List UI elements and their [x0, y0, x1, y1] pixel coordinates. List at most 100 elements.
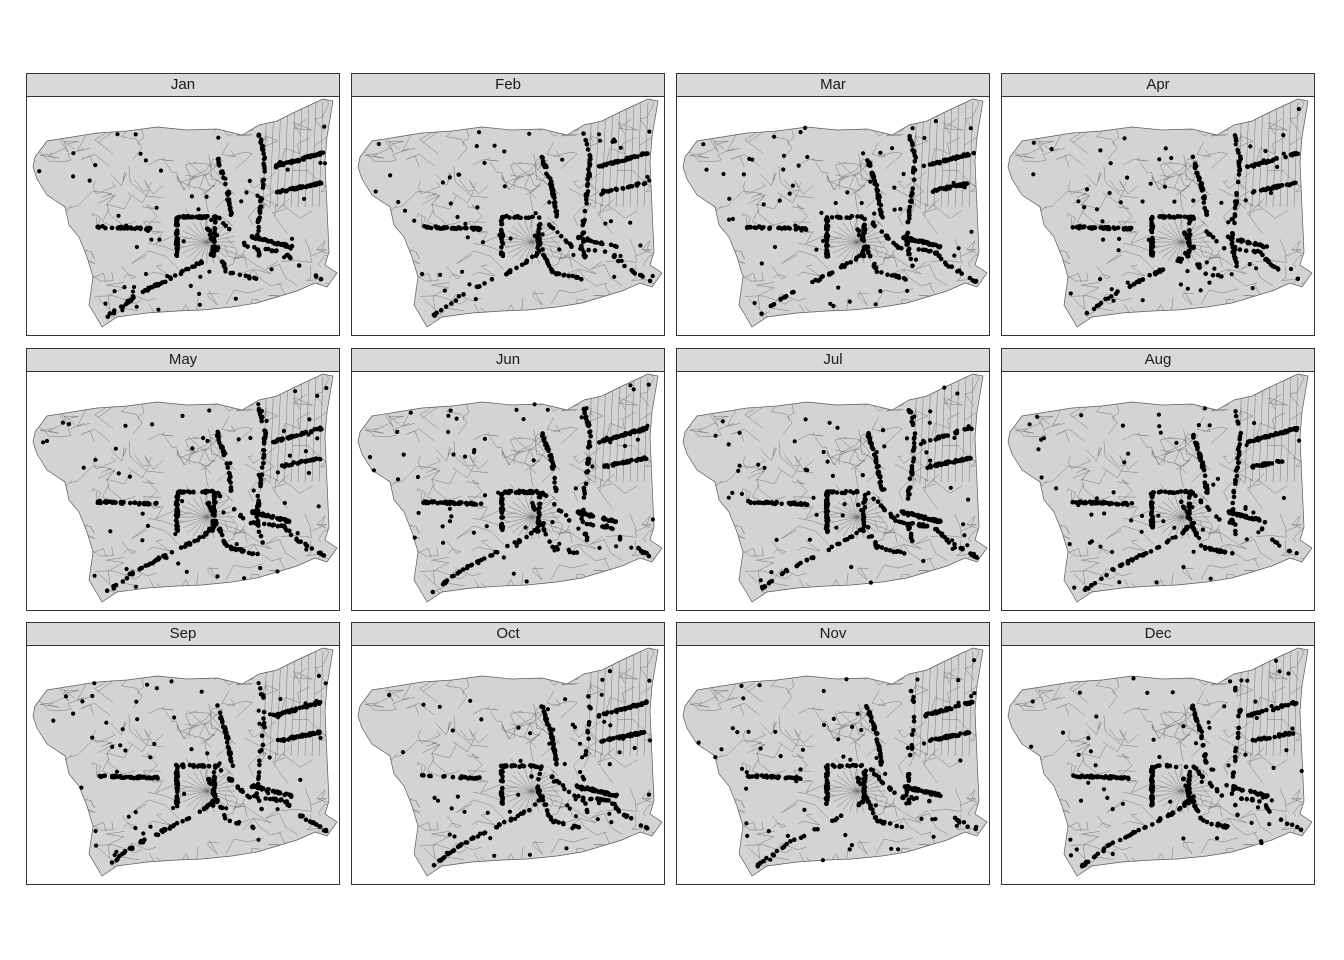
- event-point: [873, 302, 878, 307]
- event-point: [450, 728, 455, 733]
- event-point: [1091, 306, 1097, 312]
- event-point: [574, 783, 580, 788]
- event-point: [638, 823, 644, 828]
- event-point: [1212, 266, 1217, 271]
- event-point: [1098, 148, 1103, 153]
- event-point: [1243, 248, 1249, 253]
- event-point: [500, 241, 506, 246]
- event-point: [570, 273, 575, 279]
- event-point: [515, 813, 521, 819]
- event-point: [123, 748, 128, 753]
- event-point: [969, 229, 974, 234]
- event-point: [583, 414, 589, 419]
- event-point: [228, 461, 233, 466]
- event-point: [887, 785, 892, 791]
- event-point: [887, 821, 893, 826]
- event-point: [1222, 549, 1228, 555]
- event-point: [1154, 580, 1159, 585]
- event-point: [755, 864, 761, 869]
- event-point: [908, 193, 914, 198]
- event-point: [1141, 553, 1146, 558]
- event-point: [752, 500, 757, 506]
- event-point: [174, 216, 180, 221]
- event-point: [275, 240, 281, 246]
- event-point: [767, 225, 773, 230]
- event-point: [1070, 225, 1076, 230]
- event-point: [1201, 466, 1206, 471]
- event-point: [834, 525, 839, 530]
- event-point: [212, 226, 217, 231]
- event-point: [604, 435, 609, 440]
- event-point: [607, 188, 612, 194]
- event-point: [512, 763, 518, 768]
- event-point: [222, 451, 228, 456]
- event-point: [412, 535, 417, 540]
- event-point: [216, 135, 221, 140]
- event-point: [317, 152, 323, 157]
- event-point: [1203, 208, 1209, 214]
- event-point: [71, 174, 76, 179]
- event-point: [275, 470, 280, 475]
- event-point: [282, 524, 288, 530]
- event-point: [294, 536, 299, 541]
- event-point: [482, 160, 487, 165]
- event-point: [755, 500, 761, 505]
- event-point: [224, 461, 230, 466]
- event-point: [541, 492, 547, 497]
- event-point: [580, 774, 585, 779]
- event-point: [606, 798, 611, 803]
- event-point: [871, 175, 876, 180]
- event-point: [468, 698, 473, 703]
- event-point: [824, 235, 830, 240]
- event-point: [599, 192, 604, 197]
- event-point: [918, 442, 923, 447]
- event-point: [1188, 244, 1193, 250]
- event-point: [629, 733, 635, 738]
- event-point: [638, 243, 643, 248]
- event-point: [627, 431, 633, 437]
- event-point: [447, 506, 452, 511]
- event-point: [443, 304, 449, 309]
- event-point: [1214, 238, 1219, 244]
- event-point: [1039, 475, 1044, 480]
- event-point: [610, 793, 615, 798]
- event-point: [911, 728, 916, 733]
- event-point: [437, 704, 442, 709]
- event-point: [499, 229, 504, 234]
- event-point: [626, 156, 632, 162]
- event-point: [293, 734, 299, 740]
- event-point: [608, 525, 614, 531]
- event-point: [752, 225, 757, 230]
- facet-panel-sep: Sep: [26, 622, 340, 885]
- event-point: [900, 795, 905, 800]
- event-point: [868, 713, 873, 719]
- event-point: [1260, 463, 1265, 468]
- event-point: [582, 208, 588, 214]
- event-point: [563, 697, 568, 702]
- event-point: [499, 521, 505, 527]
- event-point: [1178, 282, 1183, 287]
- event-point: [861, 151, 866, 156]
- event-point: [132, 226, 138, 232]
- event-point: [779, 501, 784, 507]
- event-point: [497, 822, 502, 828]
- event-point: [1194, 170, 1199, 176]
- event-point: [782, 225, 787, 230]
- event-point: [240, 516, 246, 521]
- event-point: [1259, 526, 1265, 532]
- event-point: [906, 407, 911, 413]
- event-point: [1186, 239, 1191, 245]
- event-point: [628, 383, 633, 388]
- event-point: [866, 490, 871, 496]
- event-point: [579, 276, 584, 282]
- event-point: [1232, 254, 1237, 259]
- event-point: [924, 450, 929, 455]
- event-point: [1203, 271, 1208, 276]
- event-point: [573, 814, 579, 819]
- event-point: [1207, 545, 1212, 551]
- event-point: [701, 142, 706, 147]
- event-point: [955, 269, 960, 274]
- event-point: [645, 174, 650, 179]
- event-point: [154, 686, 159, 691]
- district-map: [1007, 98, 1313, 328]
